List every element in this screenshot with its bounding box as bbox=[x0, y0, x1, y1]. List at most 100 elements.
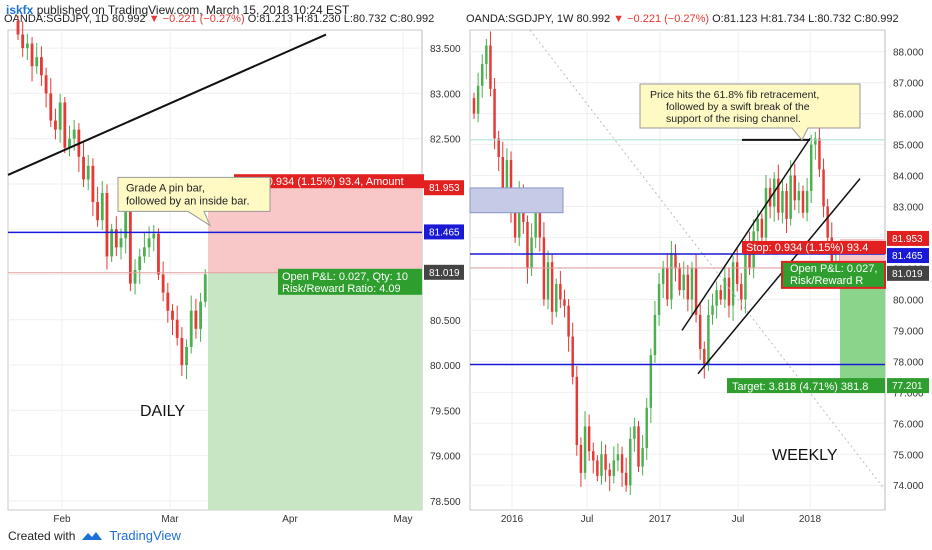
candle-body bbox=[715, 290, 718, 306]
candle-body bbox=[555, 283, 558, 312]
candle-body bbox=[707, 314, 710, 365]
price-tag: 81.953 bbox=[892, 234, 923, 245]
target-label: Target: 3.818 (4.71%) 381.8 bbox=[732, 381, 868, 393]
watermark-label: DAILY bbox=[140, 403, 185, 420]
pnl-label: Open P&L: 0.027, bbox=[790, 263, 877, 275]
candle-body bbox=[678, 268, 681, 291]
dotted-trend-line bbox=[529, 29, 886, 491]
candle-body bbox=[620, 454, 624, 473]
candle-body bbox=[513, 209, 517, 238]
y-tick-label: 79.500 bbox=[430, 406, 461, 417]
y-tick-label: 74.000 bbox=[893, 481, 924, 492]
chart-panel-daily: 83.50083.00082.50082.00081.50081.00080.5… bbox=[4, 13, 464, 525]
stop-label: Stop: 0.934 (1.15%) 93.4 bbox=[746, 242, 868, 254]
candle-body bbox=[735, 262, 739, 284]
candle-body bbox=[826, 206, 829, 238]
y-tick-label: 88.000 bbox=[893, 48, 924, 59]
candle-body bbox=[30, 43, 34, 67]
candle-body bbox=[63, 102, 67, 148]
symbol-symbol: OANDA:SGDJPY, 1D bbox=[4, 13, 109, 25]
candle-body bbox=[764, 187, 768, 238]
channel-upper-line bbox=[681, 137, 811, 331]
stop-label-box bbox=[234, 174, 424, 189]
target-label-box bbox=[727, 378, 885, 394]
created-with-label: Created with bbox=[8, 528, 76, 543]
y-tick-label: 83.500 bbox=[430, 44, 461, 55]
candle-body bbox=[822, 169, 825, 207]
y-tick-label: 83.000 bbox=[430, 89, 461, 100]
candle-body bbox=[818, 138, 821, 170]
price-tag: 81.019 bbox=[429, 268, 460, 279]
candle-body bbox=[575, 376, 579, 445]
candle-body bbox=[583, 426, 587, 473]
candle-body bbox=[629, 438, 632, 486]
candle-body bbox=[68, 138, 71, 148]
candle-body bbox=[21, 34, 25, 49]
candle-body bbox=[44, 75, 48, 94]
candle-body bbox=[731, 262, 735, 306]
candle-body bbox=[472, 98, 476, 114]
candle-body bbox=[624, 472, 628, 486]
x-tick-label: Mar bbox=[161, 514, 179, 525]
x-tick-label: Jul bbox=[581, 514, 594, 525]
candle-body bbox=[571, 336, 574, 377]
candle-body bbox=[133, 270, 137, 284]
candle-body bbox=[152, 233, 156, 239]
candle-body bbox=[789, 175, 792, 219]
y-tick-label: 76.000 bbox=[893, 419, 924, 430]
candle-body bbox=[194, 310, 198, 329]
candle-body bbox=[105, 193, 109, 257]
callout-box bbox=[117, 176, 271, 227]
price-tag-box bbox=[424, 224, 464, 240]
callout-text: Grade A pin bar, followed by an inside ba… bbox=[126, 182, 250, 207]
candle-body bbox=[91, 165, 95, 203]
x-tick-label: 2017 bbox=[649, 514, 672, 525]
candle-body bbox=[740, 283, 743, 300]
candle-body bbox=[542, 237, 546, 300]
candle-body bbox=[86, 165, 90, 180]
y-tick-label: 75.000 bbox=[893, 450, 924, 461]
candle-body bbox=[686, 274, 690, 300]
candle-body bbox=[809, 144, 813, 192]
candle-body bbox=[645, 407, 648, 449]
symbol-change: −0.221 (−0.27%) bbox=[627, 13, 712, 25]
candle-body bbox=[203, 274, 207, 302]
symbol-line: OANDA:SGDJPY, 1W 80.992 ▼ −0.221 (−0.27%… bbox=[466, 13, 899, 25]
candle-body bbox=[143, 247, 146, 257]
publisher-user-link[interactable]: iskfx bbox=[6, 3, 34, 17]
y-tick-label: 79.000 bbox=[430, 452, 461, 463]
candle-body bbox=[110, 229, 114, 257]
candle-body bbox=[114, 229, 118, 248]
x-tick-label: 2016 bbox=[501, 514, 524, 525]
publisher-info: published on TradingView.com, March 15, … bbox=[36, 3, 350, 17]
stop-label: Stop: 0.934 (1.15%) 93.4, Amount bbox=[238, 176, 404, 188]
candle-body bbox=[694, 268, 698, 315]
price-tag-box bbox=[887, 248, 929, 264]
candle-body bbox=[797, 191, 801, 201]
symbol-symbol: OANDA:SGDJPY, 1W bbox=[466, 13, 574, 25]
candle-body bbox=[16, 20, 20, 35]
candle-body bbox=[666, 268, 669, 300]
y-tick-label: 77.000 bbox=[893, 388, 924, 399]
candle-body bbox=[616, 454, 620, 461]
candle-body bbox=[119, 238, 123, 248]
candle-body bbox=[719, 290, 722, 300]
candle-body bbox=[690, 268, 694, 300]
price-tag-box bbox=[887, 230, 929, 246]
candle-body bbox=[82, 156, 85, 180]
pnl-label-box bbox=[781, 260, 886, 289]
x-tick-label: Apr bbox=[282, 514, 298, 525]
candle-body bbox=[596, 460, 599, 476]
candle-body bbox=[497, 138, 500, 157]
watermark-label: WEEKLY bbox=[772, 447, 838, 464]
candle-body bbox=[814, 138, 817, 145]
tradingview-brand[interactable]: TradingView bbox=[109, 528, 181, 543]
candle-body bbox=[785, 191, 788, 219]
candle-body bbox=[509, 160, 513, 210]
symbol-line: OANDA:SGDJPY, 1D 80.992 ▼ −0.221 (−0.27%… bbox=[4, 13, 434, 25]
resistance-box bbox=[469, 187, 564, 214]
candle-body bbox=[175, 319, 179, 338]
candle-body bbox=[563, 299, 566, 306]
candle-body bbox=[58, 102, 62, 130]
